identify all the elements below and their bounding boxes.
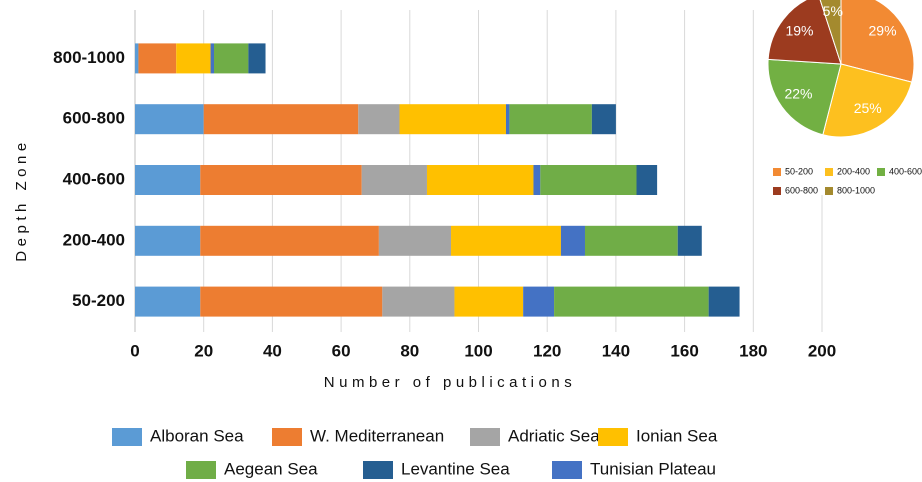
x-tick-label: 20 [194, 341, 213, 360]
y-tick-label: 400-600 [63, 169, 125, 188]
legend-swatch [552, 461, 582, 479]
legend-swatch [470, 428, 500, 446]
bar-segment [200, 225, 379, 256]
legend-label: 600-800 [785, 185, 818, 195]
bar-segment [708, 286, 740, 317]
legend-swatch [825, 168, 833, 176]
y-tick-label: 50-200 [72, 291, 125, 310]
legend-label: Ionian Sea [636, 426, 718, 445]
x-tick-label: 40 [263, 341, 282, 360]
pie-value-label: 29% [869, 22, 897, 38]
bar-segment [636, 165, 658, 195]
x-tick-label: 0 [130, 341, 139, 360]
bar-segment [138, 43, 177, 74]
bar-segment [382, 286, 455, 317]
x-tick-label: 200 [808, 341, 836, 360]
bar-segment [554, 286, 709, 317]
pie-slice [767, 58, 842, 136]
legend-label: Levantine Sea [401, 459, 510, 478]
bar-segment [361, 165, 427, 195]
legend-label: Adriatic Sea [508, 426, 600, 445]
legend-swatch [598, 428, 628, 446]
legend-swatch [877, 168, 885, 176]
pie-value-label: 5% [823, 3, 843, 19]
bar-segment [200, 165, 362, 195]
bar-segment [135, 43, 139, 74]
x-tick-label: 120 [533, 341, 561, 360]
legend-swatch [112, 428, 142, 446]
pie-value-label: 25% [854, 100, 882, 116]
legend-label: Alboran Sea [150, 426, 244, 445]
bar-segment [454, 286, 524, 317]
bar-segment [560, 225, 585, 256]
bar-segment [378, 225, 452, 256]
pie-slice [822, 63, 913, 138]
bar-segment [248, 43, 266, 74]
bar-segment [677, 225, 702, 256]
x-tick-label: 80 [400, 341, 419, 360]
bar-segment [135, 225, 201, 256]
x-axis-title: Number of publications [324, 374, 576, 391]
legend-label: 400-600 [889, 166, 922, 176]
bar-segment [533, 165, 541, 195]
bar-segment [210, 43, 215, 74]
bar-segment [135, 165, 201, 195]
y-tick-label: 200-400 [63, 230, 125, 249]
legend-swatch [272, 428, 302, 446]
legend-label: 200-400 [837, 166, 870, 176]
x-tick-label: 60 [332, 341, 351, 360]
legend-label: Tunisian Plateau [590, 459, 716, 478]
bar-segment [135, 104, 204, 135]
x-tick-label: 140 [602, 341, 630, 360]
legend-swatch [773, 168, 781, 176]
bar-segment [214, 43, 249, 74]
bar-segment [176, 43, 211, 74]
y-tick-label: 800-1000 [53, 48, 125, 67]
y-axis-title: Depth Zone [13, 138, 30, 261]
x-tick-label: 180 [739, 341, 767, 360]
bar-segment [135, 286, 201, 317]
bar-segment [509, 104, 592, 135]
bar-segment [505, 104, 510, 135]
legend-label: 800-1000 [837, 185, 875, 195]
legend-swatch [186, 461, 216, 479]
legend-swatch [773, 187, 781, 195]
bar-segment [200, 286, 383, 317]
y-tick-label: 600-800 [63, 109, 125, 128]
pie-slice [840, 0, 915, 83]
bar-segment [426, 165, 534, 195]
pie-value-label: 19% [785, 22, 813, 38]
legend-label: 50-200 [785, 166, 813, 176]
legend-swatch [363, 461, 393, 479]
bar-segment [523, 286, 555, 317]
bar-segment [584, 225, 678, 256]
legend-label: Aegean Sea [224, 459, 318, 478]
pie-value-label: 22% [784, 86, 812, 102]
legend-label: W. Mediterranean [310, 426, 444, 445]
pie-slice [819, 0, 842, 65]
bar-segment [399, 104, 506, 135]
bar-segment [451, 225, 561, 256]
x-tick-label: 160 [670, 341, 698, 360]
legend-swatch [825, 187, 833, 195]
x-tick-label: 100 [464, 341, 492, 360]
pie-slice [767, 0, 842, 65]
bar-segment [358, 104, 400, 135]
bar-segment [203, 104, 359, 135]
bar-segment [591, 104, 616, 135]
bar-segment [540, 165, 637, 195]
